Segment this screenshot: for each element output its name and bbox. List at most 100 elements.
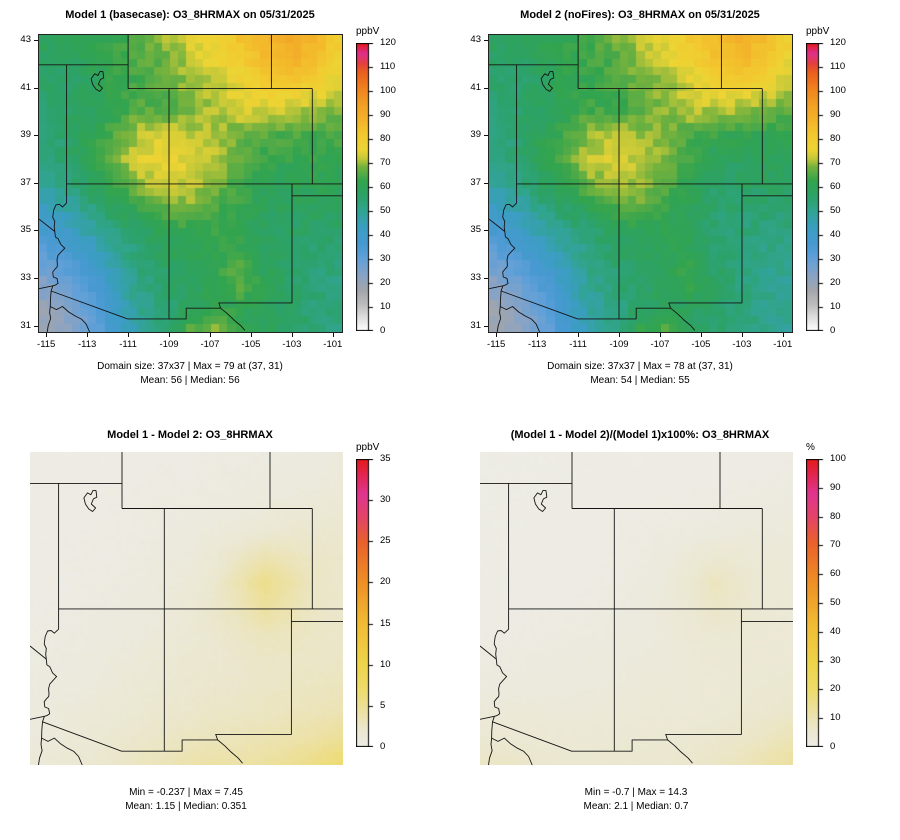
x-tick-label: -111: [569, 339, 587, 350]
ozone-raster-model1: [39, 35, 342, 332]
stats-caption: Min = -0.7 | Max = 14.3 Mean: 2.1 | Medi…: [456, 786, 816, 813]
colorbar-tick-label: 40: [380, 229, 391, 240]
colorbar-difference: ppbV 0 5 10 15 20 25 30 35: [356, 442, 426, 752]
x-tick-label: -101: [323, 339, 343, 350]
colorbar-tick-label: 30: [380, 253, 391, 264]
y-tick-mark: [484, 230, 488, 232]
colorbar-tick-label: 110: [830, 61, 846, 72]
colorbar-tick-label: 10: [380, 301, 391, 312]
panel-model1-basecase: Model 1 (basecase): O3_8HRMAX on 05/31/2…: [0, 0, 450, 420]
colorbar-tick-label: 90: [830, 481, 841, 493]
colorbar-tick-label: 60: [830, 181, 841, 192]
panel-title-difference: Model 1 - Model 2: O3_8HRMAX: [107, 429, 273, 441]
colorbar-tick-label: 120: [830, 37, 846, 48]
colorbar-units-label: ppbV: [806, 26, 830, 37]
panel-title-percent-difference: (Model 1 - Model 2)/(Model 1)x100%: O3_8…: [510, 429, 770, 441]
y-tick-mark: [34, 182, 38, 184]
colorbar-tick-label: 0: [830, 325, 836, 336]
colorbar-units-label: ppbV: [356, 26, 380, 37]
x-tick-mark: [782, 333, 784, 337]
colorbar-tick-label: 60: [830, 568, 841, 580]
percent-difference-raster: [480, 452, 793, 765]
y-tick-label: 35: [20, 224, 31, 236]
colorbar-tick-label: 60: [380, 181, 391, 192]
y-tick-label: 41: [20, 81, 31, 93]
colorbar-gradient: [806, 43, 826, 331]
x-tick-label: -113: [77, 339, 97, 350]
colorbar-tick-label: 40: [830, 625, 841, 637]
y-tick-label: 35: [470, 224, 481, 236]
x-tick-mark: [578, 333, 580, 337]
colorbar-tick-label: 10: [830, 712, 841, 724]
y-tick-mark: [34, 135, 38, 137]
colorbar-tick-label: 30: [830, 654, 841, 666]
colorbar-tick-label: 70: [380, 157, 391, 168]
y-tick-label: 41: [470, 81, 481, 93]
colorbar-tick-label: 90: [830, 109, 841, 120]
x-tick-mark: [250, 333, 252, 337]
y-tick-label: 31: [470, 319, 481, 331]
stats-line-min-max: Min = -0.237 | Max = 7.45: [129, 787, 243, 798]
y-tick-mark: [484, 39, 488, 41]
y-tick-label: 39: [20, 129, 31, 141]
y-tick-label: 43: [20, 33, 31, 45]
map-model1: [38, 34, 343, 333]
colorbar-percent: % 0 10 20 30 40 50 60 70 80 90 100: [806, 442, 876, 752]
y-tick-label: 39: [470, 129, 481, 141]
colorbar-tick-label: 70: [830, 157, 841, 168]
x-tick-label: -115: [37, 339, 56, 350]
colorbar-concentration: ppbV 0 10 20 30 40 50 60 70 80 90 100 110 120: [356, 26, 426, 336]
colorbar-tick-label: 10: [830, 301, 841, 312]
x-tick-mark: [128, 333, 130, 337]
stats-line-mean-median: Mean: 56 | Median: 56: [140, 374, 240, 386]
stats-caption: Domain size: 37x37 | Max = 78 at (37, 31…: [460, 360, 820, 387]
x-tick-label: -109: [159, 339, 179, 350]
y-tick-label: 33: [20, 272, 31, 284]
colorbar-tick-label: 120: [380, 37, 396, 48]
y-tick-label: 37: [470, 176, 481, 188]
ozone-raster-model2: [489, 35, 792, 332]
colorbar-tick-label: 80: [830, 510, 841, 522]
latitude-axis: 31 33 35 37 39 41 43: [454, 34, 488, 333]
x-tick-mark: [291, 333, 293, 337]
panel-title-model2: Model 2 (noFires): O3_8HRMAX on 05/31/20…: [520, 9, 760, 21]
map-difference: [30, 452, 343, 765]
colorbar-tick-label: 15: [380, 617, 391, 629]
colorbar-tick-label: 35: [380, 453, 391, 464]
y-tick-label: 43: [470, 33, 481, 45]
y-tick-mark: [34, 230, 38, 232]
colorbar-tick-label: 20: [830, 277, 841, 288]
stats-line-mean-median: Mean: 2.1 | Median: 0.7: [583, 800, 689, 812]
x-tick-label: -103: [732, 339, 752, 350]
colorbar-tick-label: 80: [830, 133, 841, 144]
panel-model2-nofires: Model 2 (noFires): O3_8HRMAX on 05/31/20…: [450, 0, 900, 420]
longitude-axis: -115 -113 -111 -109 -107 -105 -103 -101: [37, 333, 343, 353]
x-tick-mark: [496, 333, 498, 337]
x-tick-label: -101: [773, 339, 793, 350]
y-tick-mark: [484, 182, 488, 184]
colorbar-units-label: %: [806, 442, 815, 453]
x-tick-mark: [537, 333, 539, 337]
colorbar-tick-label: 30: [830, 253, 841, 264]
y-tick-mark: [34, 278, 38, 280]
x-tick-label: -105: [691, 339, 711, 350]
colorbar-tick-label: 40: [830, 229, 841, 240]
colorbar-gradient: [356, 459, 376, 747]
stats-line-mean-median: Mean: 54 | Median: 55: [590, 374, 690, 386]
stats-line-min-max: Min = -0.7 | Max = 14.3: [584, 787, 688, 798]
colorbar-tick-label: 100: [830, 85, 846, 96]
x-tick-label: -103: [282, 339, 302, 350]
x-tick-label: -107: [650, 339, 670, 350]
colorbar-concentration: ppbV 0 10 20 30 40 50 60 70 80 90 100 110 120: [806, 26, 876, 336]
x-tick-label: -107: [200, 339, 220, 350]
stats-line-domain-max: Domain size: 37x37 | Max = 78 at (37, 31…: [547, 361, 733, 372]
stats-line-domain-max: Domain size: 37x37 | Max = 79 at (37, 31…: [97, 361, 283, 372]
x-tick-label: -115: [487, 339, 506, 350]
colorbar-tick-label: 100: [830, 453, 846, 464]
y-tick-label: 31: [20, 319, 31, 331]
y-tick-mark: [34, 325, 38, 327]
x-tick-mark: [659, 333, 661, 337]
y-tick-mark: [484, 135, 488, 137]
x-tick-mark: [169, 333, 171, 337]
